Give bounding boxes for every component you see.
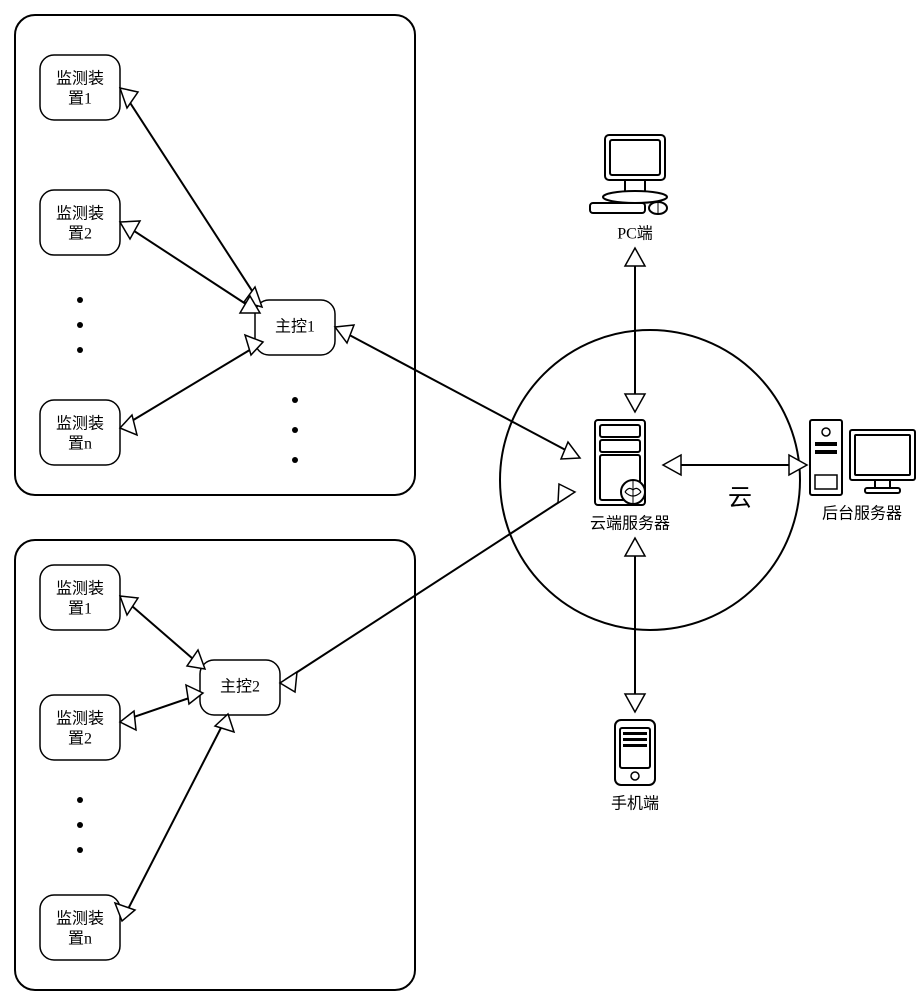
g2-device-1: 监测装 置1 [40, 565, 120, 630]
dots-icon [77, 322, 83, 328]
arrow-phone-cloud [625, 538, 645, 712]
g1-device-n: 监测装 置n [40, 400, 120, 465]
dots-icon [77, 847, 83, 853]
arrow-g1d1-ctrl [120, 88, 262, 307]
arrow-g2d1-ctrl [120, 596, 205, 669]
g2-dev2-l1: 监测装 [56, 710, 104, 728]
g2-ctrl-label: 主控2 [220, 678, 260, 696]
backend-server-icon [810, 420, 915, 495]
arrow-ctrl1-cloud [335, 325, 580, 459]
arrow-g2dn-ctrl [115, 714, 234, 921]
arrow-g1dn-ctrl [120, 335, 263, 435]
g1-dev1-l1: 监测装 [56, 70, 104, 88]
arrow-g2d2-ctrl [120, 685, 203, 730]
phone-icon [615, 720, 655, 785]
g1-controller: 主控1 [255, 300, 335, 355]
g2-device-2: 监测装 置2 [40, 695, 120, 760]
backend-label: 后台服务器 [822, 505, 902, 523]
arrow-cloud-backend [663, 455, 807, 475]
g2-controller: 主控2 [200, 660, 280, 715]
dots-icon [77, 797, 83, 803]
g1-dev2-l1: 监测装 [56, 205, 104, 223]
cloud-label: 云 [728, 486, 752, 512]
phone-label: 手机端 [611, 795, 659, 813]
g1-devn-l2: 置n [68, 436, 92, 453]
g1-devn-l1: 监测装 [56, 415, 104, 433]
arrow-ctrl2-cloud [280, 484, 575, 692]
g1-ctrl-label: 主控1 [275, 318, 315, 336]
dots-icon [292, 457, 298, 463]
pc-icon [590, 135, 667, 214]
dots-icon [77, 347, 83, 353]
dots-icon [292, 397, 298, 403]
g1-device-1: 监测装 置1 [40, 55, 120, 120]
dots-icon [292, 427, 298, 433]
g1-dev1-l2: 置1 [68, 91, 92, 108]
cloud-server-label: 云端服务器 [590, 515, 670, 533]
g2-dev2-l2: 置2 [68, 731, 92, 748]
g1-device-2: 监测装 置2 [40, 190, 120, 255]
arrow-g1d2-ctrl [120, 221, 260, 313]
dots-icon [77, 297, 83, 303]
g2-dev1-l2: 置1 [68, 601, 92, 618]
g2-dev1-l1: 监测装 [56, 580, 104, 598]
g2-device-n: 监测装 置n [40, 895, 120, 960]
cloud-circle [500, 330, 800, 630]
pc-label: PC端 [617, 225, 653, 243]
cloud-server-icon [595, 420, 645, 505]
g2-devn-l2: 置n [68, 931, 92, 948]
g1-dev2-l2: 置2 [68, 226, 92, 243]
dots-icon [77, 822, 83, 828]
g2-devn-l1: 监测装 [56, 910, 104, 928]
